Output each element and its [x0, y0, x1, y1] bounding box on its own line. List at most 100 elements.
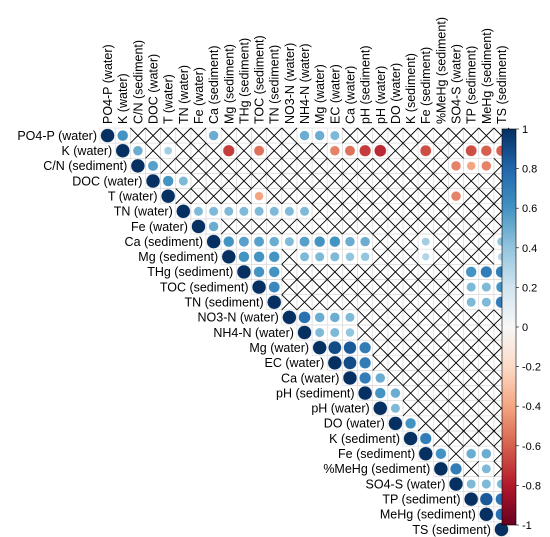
corr-circle-nh4-n-water-nh4-n-water — [297, 325, 312, 340]
corr-circle-ph-sediment-ph-water — [374, 387, 386, 399]
corr-circle-po4-p-water-ec-water — [329, 130, 340, 141]
nonsignificant-mark — [463, 233, 480, 250]
corr-circle-ca-sediment-ph-sediment — [359, 236, 371, 247]
corr-circle-thg-sediment-thg-sediment — [236, 264, 252, 280]
correlation-circles — [100, 128, 509, 537]
corr-circle-ca-sediment-ca-sediment — [206, 234, 221, 249]
nonsignificant-mark — [251, 173, 267, 189]
nonsignificant-mark — [311, 294, 328, 311]
nonsignificant-mark — [372, 218, 389, 235]
corr-circle-ca-water-ph-water — [375, 372, 386, 384]
nonsignificant-mark — [342, 218, 358, 235]
nonsignificant-mark — [417, 400, 434, 417]
nonsignificant-mark — [417, 203, 434, 220]
nonsignificant-mark — [311, 203, 328, 220]
corr-circle-tn-sediment-mehg-sediment — [481, 297, 492, 308]
nonsignificant-mark — [463, 248, 480, 265]
column-label-mehg-sediment: %MeHg (sediment) — [434, 17, 448, 124]
nonsignificant-mark — [402, 339, 419, 356]
nonsignificant-mark — [251, 218, 267, 235]
nonsignificant-mark — [281, 294, 298, 311]
nonsignificant-mark — [387, 127, 404, 144]
column-label-ts-sediment: TS (sediment) — [495, 46, 509, 125]
corr-circle-ca-sediment-ca-water — [344, 236, 356, 247]
corr-circle-fe-sediment-mehg-sediment — [481, 448, 492, 459]
nonsignificant-mark — [372, 309, 389, 326]
nonsignificant-mark — [387, 188, 404, 205]
nonsignificant-mark — [448, 203, 464, 220]
corr-circle-toc-sediment-tn-sediment — [268, 281, 281, 293]
nonsignificant-mark — [266, 127, 283, 144]
nonsignificant-mark — [463, 188, 480, 205]
corr-circle-nh4-n-water-ca-water — [345, 327, 355, 338]
nonsignificant-mark — [448, 233, 464, 250]
corr-circle-k-sediment-fe-sediment — [419, 432, 432, 445]
row-label-toc-sediment: TOC (sediment) — [160, 280, 249, 294]
nonsignificant-mark — [402, 233, 419, 250]
nonsignificant-mark — [432, 248, 449, 265]
row-label-ec-water: EC (water) — [265, 356, 325, 370]
nonsignificant-mark — [311, 264, 328, 280]
column-label-k-water: K (water) — [116, 73, 130, 124]
nonsignificant-mark — [387, 339, 404, 356]
nonsignificant-mark — [266, 157, 283, 174]
corr-circle-po4-p-water-nh4-n-water — [299, 130, 310, 141]
corr-circle-tp-sediment-tp-sediment — [463, 491, 479, 507]
nonsignificant-mark — [220, 157, 237, 174]
column-label-mg-sediment: Mg (sediment) — [222, 44, 236, 124]
corr-circle-k-water-k-water — [115, 143, 130, 158]
nonsignificant-marks — [129, 127, 510, 477]
corr-circle-k-sediment-k-sediment — [403, 431, 418, 446]
column-label-thg-sediment: THg (sediment) — [237, 38, 251, 124]
colorbar-tick-label: 0 — [522, 322, 528, 334]
row-label-ca-sediment: Ca (sediment) — [125, 235, 204, 249]
corr-circle-mg-water-mg-water — [312, 340, 327, 355]
nonsignificant-mark — [432, 309, 449, 326]
nonsignificant-mark — [402, 188, 419, 205]
corr-circle-toc-sediment-mehg-sediment — [481, 282, 492, 292]
corr-circle-k-water-toc-sediment — [253, 145, 265, 157]
nonsignificant-mark — [448, 324, 464, 341]
row-label-tn-sediment: TN (sediment) — [184, 296, 263, 310]
corr-circle-t-water-toc-sediment — [254, 191, 264, 201]
corr-circle-mehg-sediment-mehg-sediment — [481, 463, 492, 474]
nonsignificant-mark — [160, 127, 177, 144]
nonsignificant-mark — [311, 279, 328, 295]
corr-circle-do-water-do-water — [388, 416, 403, 431]
corr-circle-no3-n-water-ec-water — [329, 312, 340, 323]
nonsignificant-mark — [432, 324, 449, 341]
corr-circle-k-water-fe-sediment — [419, 144, 432, 157]
nonsignificant-mark — [478, 218, 495, 235]
corr-circle-ec-water-ec-water — [327, 355, 343, 371]
nonsignificant-mark — [432, 279, 449, 295]
nonsignificant-mark — [326, 157, 343, 174]
nonsignificant-mark — [266, 188, 283, 205]
row-label-fe-water: Fe (water) — [131, 220, 188, 234]
nonsignificant-mark — [417, 173, 434, 189]
nonsignificant-mark — [251, 127, 267, 144]
column-label-mg-water: Mg (water) — [313, 64, 327, 124]
nonsignificant-mark — [281, 248, 298, 265]
row-label-mg-sediment: Mg (sediment) — [138, 250, 218, 264]
nonsignificant-mark — [145, 127, 161, 144]
nonsignificant-mark — [432, 173, 449, 189]
nonsignificant-mark — [448, 142, 464, 159]
corr-circle-po4-p-water-ca-sediment — [208, 130, 219, 141]
nonsignificant-mark — [281, 279, 298, 295]
corr-circle-c-n-sediment-c-n-sediment — [130, 158, 146, 174]
corr-circle-so4-s-water-tp-sediment — [466, 479, 477, 489]
corr-circle-doc-water-doc-water — [145, 173, 161, 189]
row-label-t-water: T (water) — [108, 189, 158, 203]
corr-circle-po4-p-water-po4-p-water — [100, 128, 115, 143]
corr-circle-c-n-sediment-so4-s-water — [450, 160, 462, 172]
corr-circle-toc-sediment-tp-sediment — [466, 282, 477, 292]
corr-circle-tn-water-ca-sediment — [208, 206, 219, 217]
nonsignificant-mark — [175, 157, 192, 174]
column-label-ec-water: EC (water) — [328, 64, 342, 124]
row-label-do-water: DO (water) — [324, 417, 385, 431]
nonsignificant-mark — [357, 264, 374, 280]
corr-circle-mg-sediment-mg-water — [314, 251, 325, 262]
corr-circle-no3-n-water-no3-n-water — [282, 310, 297, 325]
nonsignificant-mark — [432, 430, 449, 447]
